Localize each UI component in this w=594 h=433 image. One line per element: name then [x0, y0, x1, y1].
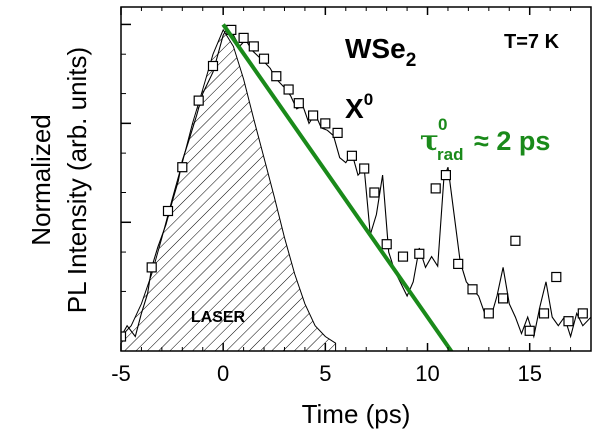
material-label: WSe2: [345, 33, 416, 71]
data-marker: [369, 187, 380, 198]
data-marker: [381, 239, 392, 250]
x-tick-label: 5: [319, 361, 331, 386]
data-marker: [346, 150, 357, 161]
y-axis-ticks: [121, 23, 131, 292]
data-marker: [271, 71, 282, 82]
plot-frame: [120, 6, 592, 352]
data-marker: [238, 32, 249, 44]
x-tick-label: 10: [415, 361, 439, 386]
data-marker: [248, 41, 259, 52]
tau-symbol: τ: [420, 124, 439, 157]
y-axis-title-line1: Normalized: [26, 114, 56, 246]
data-marker: [551, 271, 562, 283]
tau-value: ≈ 2 ps: [474, 126, 550, 156]
x-axis-title: Time (ps): [302, 399, 411, 429]
x-tick-label: 0: [217, 361, 229, 386]
pl-data-markers: [121, 24, 588, 342]
x-tick-label: 15: [517, 361, 541, 386]
laser-label: LASER: [191, 309, 246, 326]
plot-area: [121, 23, 591, 351]
data-marker: [510, 235, 521, 246]
data-marker: [524, 325, 535, 336]
data-marker: [483, 308, 494, 319]
tau-superscript: 0: [438, 115, 447, 134]
data-marker: [577, 308, 588, 319]
y-axis-title-line2: PL Intensity (arb. units): [62, 47, 92, 313]
x-axis-ticks: -5 0 5 10 15: [111, 7, 592, 386]
data-marker: [121, 331, 127, 342]
data-marker: [430, 183, 441, 194]
data-marker: [498, 293, 509, 304]
data-marker: [177, 162, 188, 173]
data-marker: [397, 251, 409, 262]
data-marker: [207, 60, 219, 72]
data-marker: [293, 98, 304, 109]
data-marker: [308, 110, 319, 121]
data-marker: [563, 316, 574, 327]
data-marker: [359, 163, 370, 174]
data-marker: [162, 205, 174, 217]
data-marker: [283, 84, 294, 95]
temperature-label: T=7 K: [504, 31, 560, 53]
data-marker: [332, 127, 343, 138]
data-marker: [146, 262, 157, 273]
laser-pulse-area: [121, 28, 337, 351]
data-marker: [414, 248, 425, 259]
data-marker: [258, 53, 270, 64]
data-marker: [440, 170, 451, 181]
exponential-fit-line: [221, 23, 454, 351]
data-marker: [538, 308, 550, 319]
data-marker: [467, 284, 478, 295]
data-marker: [453, 258, 464, 269]
tau-subscript: rad: [437, 145, 463, 164]
data-marker: [193, 95, 204, 106]
data-marker: [320, 118, 331, 129]
exciton-label: X0: [345, 90, 373, 124]
x-tick-label: -5: [111, 361, 131, 386]
